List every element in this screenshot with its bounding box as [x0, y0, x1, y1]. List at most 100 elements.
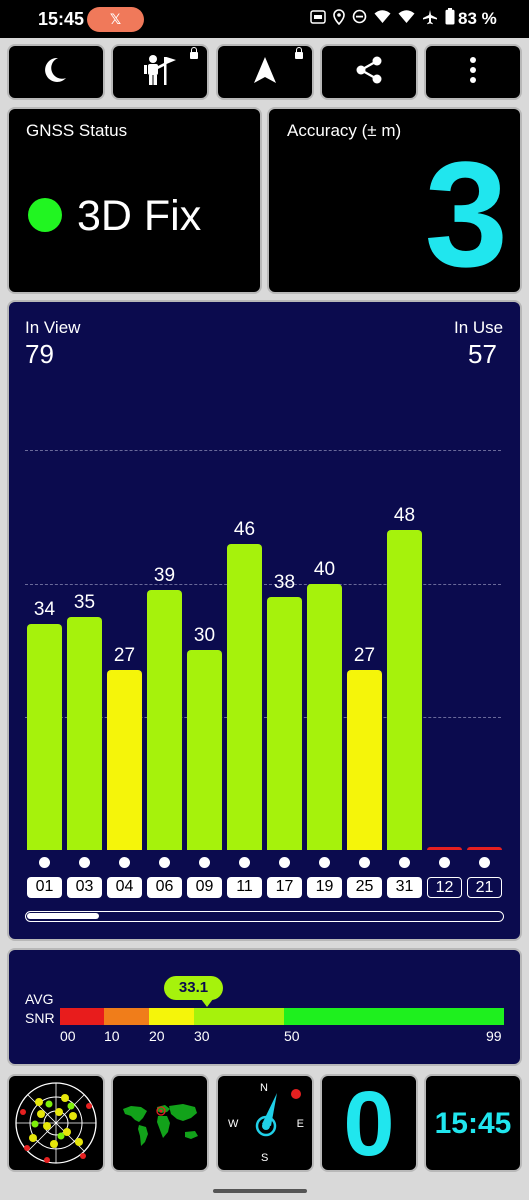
gnss-status-panel[interactable]: GNSS Status 3D Fix	[7, 107, 262, 294]
snr-scale-segment	[104, 1008, 149, 1025]
moon-icon	[44, 56, 68, 89]
snr-bar[interactable]	[67, 616, 102, 850]
chart-gridline	[25, 583, 501, 585]
satellite-id-label: 19	[307, 877, 342, 898]
battery-icon	[445, 8, 455, 30]
clock-tile[interactable]: 15:45	[424, 1074, 522, 1172]
compass-tile[interactable]: N E S W	[216, 1074, 314, 1172]
lock-icon	[190, 47, 198, 59]
world-map-tile[interactable]	[111, 1074, 209, 1172]
x-app-indicator[interactable]: 𝕏	[87, 7, 144, 32]
snr-bar[interactable]	[27, 623, 62, 850]
avg-snr-panel[interactable]	[7, 948, 522, 1066]
radar-icon	[15, 1082, 97, 1164]
snr-bar-value: 39	[153, 565, 176, 587]
snr-bar[interactable]	[427, 847, 462, 850]
accuracy-panel[interactable]: Accuracy (± m) 3	[267, 107, 522, 298]
satellite-id-label: 11	[227, 877, 262, 898]
wifi-icon	[398, 9, 415, 29]
navigation-button[interactable]	[216, 44, 314, 100]
night-mode-button[interactable]	[7, 44, 105, 100]
location-icon	[333, 8, 345, 30]
compass-west: W	[228, 1118, 239, 1130]
airplane-icon	[422, 9, 438, 30]
chart-gridline	[25, 716, 501, 718]
snr-bar[interactable]	[467, 847, 502, 850]
chart-scrollbar[interactable]	[25, 911, 504, 922]
status-time: 15:45	[38, 9, 85, 29]
snr-bar-value: 34	[33, 598, 56, 620]
satellite-count-tile[interactable]: 0	[320, 1074, 418, 1172]
avg-snr-pointer	[201, 999, 213, 1007]
snr-bar-value: 48	[393, 505, 416, 527]
gnss-status-label: GNSS Status	[26, 121, 128, 140]
snr-bar-value: 27	[353, 645, 376, 667]
wifi-icon	[374, 9, 391, 29]
satellite-id-label: 06	[147, 877, 182, 898]
world-map-icon	[123, 1104, 198, 1146]
compass-south: S	[261, 1152, 269, 1164]
battery-percent: 83 %	[458, 9, 497, 28]
accuracy-label: Accuracy (± m)	[287, 121, 402, 140]
avg-snr-value: 33.1	[164, 976, 223, 1000]
satellite-indicator-dot	[319, 857, 330, 868]
in-use-label: In Use	[454, 318, 504, 337]
dnd-icon	[352, 9, 367, 29]
in-view-label: In View	[25, 318, 81, 337]
satellite-id-label: 01	[27, 877, 62, 898]
compass-east: E	[296, 1118, 304, 1130]
compass-needle-icon	[255, 1089, 301, 1137]
satellite-indicator-dot	[239, 857, 250, 868]
satellite-indicator-dot	[279, 857, 290, 868]
satellite-id-label: 25	[347, 877, 382, 898]
accuracy-value: 3	[424, 130, 508, 298]
snr-bar[interactable]	[267, 596, 302, 850]
snr-bar-value: 27	[113, 645, 136, 667]
snr-bar[interactable]	[147, 590, 182, 850]
snr-tick-label: 10	[104, 1028, 120, 1044]
in-view-count: 79	[25, 339, 54, 369]
satellite-indicator-dot	[159, 857, 170, 868]
snr-bar-value: 46	[233, 518, 256, 540]
satellite-id-label: 12	[427, 877, 462, 898]
snr-tick-label: 20	[149, 1028, 165, 1044]
snr-bar[interactable]	[187, 650, 222, 850]
radar-view-tile[interactable]	[7, 1074, 105, 1172]
explorer-icon	[143, 54, 177, 91]
snr-scale-segment	[194, 1008, 284, 1025]
hd-icon	[310, 9, 326, 29]
snr-bar[interactable]	[227, 543, 262, 850]
snr-tick-label: 30	[194, 1028, 210, 1044]
satellite-indicator-dot	[119, 857, 130, 868]
snr-bar[interactable]	[307, 583, 342, 850]
status-icons	[310, 8, 455, 30]
chart-gridline	[25, 450, 501, 452]
menu-button[interactable]	[424, 44, 522, 100]
snr-tick-label: 99	[486, 1028, 502, 1044]
snr-scale-segment	[60, 1008, 104, 1025]
satellite-indicator-dot	[399, 857, 410, 868]
satellite-indicator-dot	[79, 857, 90, 868]
avg-label: AVG	[25, 991, 54, 1007]
satellite-id-label: 03	[67, 877, 102, 898]
satellite-id-label: 04	[107, 877, 142, 898]
pro-features-button[interactable]	[111, 44, 209, 100]
satellite-indicator-dot	[39, 857, 50, 868]
satellite-id-label: 31	[387, 877, 422, 898]
snr-scale-segment	[284, 1008, 504, 1025]
status-bar: 15:45 𝕏 83 %	[0, 0, 529, 38]
snr-label: SNR	[25, 1010, 55, 1026]
share-button[interactable]	[320, 44, 418, 100]
snr-tick-label: 00	[60, 1028, 76, 1044]
gesture-nav-bar[interactable]	[213, 1189, 307, 1193]
snr-tick-label: 50	[284, 1028, 300, 1044]
in-use-count: 57	[468, 339, 497, 369]
satellite-id-label: 21	[467, 877, 502, 898]
snr-scale-segment	[149, 1008, 194, 1025]
snr-bar[interactable]	[347, 670, 382, 850]
snr-bar[interactable]	[387, 530, 422, 850]
snr-bar[interactable]	[107, 670, 142, 850]
chart-scroll-thumb[interactable]	[27, 913, 99, 919]
more-vert-icon	[469, 56, 477, 89]
fix-status-text: 3D Fix	[77, 192, 202, 240]
